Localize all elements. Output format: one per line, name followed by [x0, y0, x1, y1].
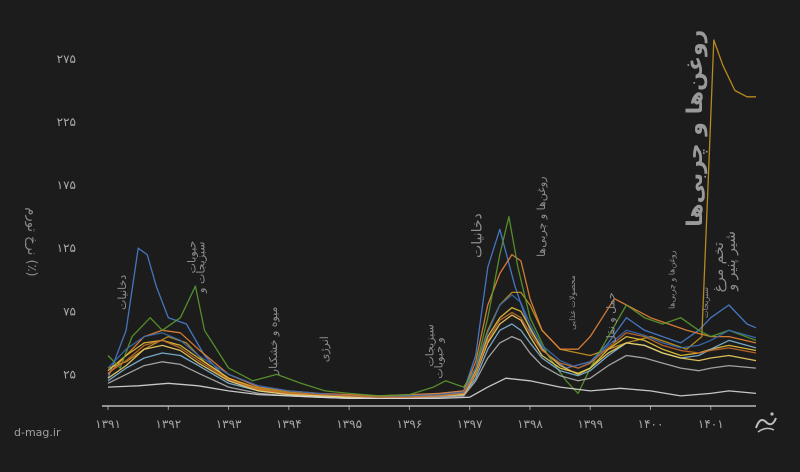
y-axis-ticks: ۲۵ ۷۵ ۱۲۵ ۱۷۵ ۲۲۵ ۲۷۵ — [57, 52, 76, 382]
series-lines — [107, 39, 757, 400]
annotation-label: و حبوبات — [433, 337, 446, 378]
series-line-10 — [107, 294, 757, 398]
x-tick-label: ۱۳۹۲ — [155, 417, 181, 431]
annotation-label: محصولات غذایی — [568, 275, 577, 330]
annotation-label: انرژی — [318, 336, 331, 362]
annotation-label: روغن‌ها و چربی‌ها — [535, 176, 548, 256]
x-tick-label: ۱۳۹۱ — [95, 417, 121, 431]
series-line-9 — [107, 377, 757, 400]
annotation-label: سبزیجات — [701, 287, 710, 318]
annotation-label: سبزیجات و — [195, 242, 208, 294]
y-tick-label: ۱۷۵ — [57, 178, 76, 192]
x-axis-ticks: ۱۳۹۱ ۱۳۹۲ ۱۳۹۳ ۱۳۹۴ ۱۳۹۵ ۱۳۹۶ ۱۳۹۷ ۱۳۹۸ ۱۳۹۹ ۱۴۰۰… — [95, 406, 724, 431]
annotation-label: تخم مرغ — [711, 242, 727, 292]
annotation-label: دخانیات — [116, 275, 129, 310]
x-tick-label: ۱۳۹۳ — [216, 417, 242, 431]
x-tick-label: ۱۳۹۴ — [276, 417, 302, 431]
annotation-label: سبزیجات — [424, 324, 437, 366]
y-tick-label: ۲۲۵ — [57, 115, 76, 129]
y-tick-label: ۷۵ — [63, 304, 76, 318]
x-tick-label: ۱۴۰۰ — [638, 417, 664, 431]
y-tick-label: ۲۵ — [63, 367, 76, 381]
x-tick-label: ۱۳۹۵ — [336, 417, 362, 431]
annotation-label: شیر پنیر و — [723, 231, 739, 291]
y-axis-label: نرخ تورم (٪) — [24, 207, 39, 276]
y-tick-label: ۲۷۵ — [57, 52, 76, 66]
x-tick-label: ۱۳۹۶ — [397, 417, 423, 431]
annotation-label: دخانیات — [470, 213, 486, 258]
series-line-3 — [107, 253, 757, 397]
y-tick-label: ۱۲۵ — [57, 241, 76, 255]
series-line-1 — [107, 228, 757, 398]
series-line-4 — [107, 306, 757, 398]
annotation-label: حمل و نقل — [604, 292, 617, 343]
x-tick-label: ۱۳۹۸ — [517, 417, 543, 431]
x-tick-label: ۱۳۹۷ — [457, 417, 483, 431]
series-line-7 — [107, 314, 757, 400]
series-line-5 — [107, 216, 757, 397]
annotation-label: روغن‌ها و چربی‌ها — [668, 250, 677, 309]
annotation-label: میوه و خشکبار — [267, 306, 280, 375]
site-credit: d-mag.ir — [14, 426, 61, 439]
x-tick-label: ۱۳۹۹ — [577, 417, 603, 431]
annotation-label: روغن‌ها و چربی‌ها — [683, 30, 708, 227]
series-line-11 — [107, 311, 757, 398]
series-line-8 — [107, 335, 757, 400]
annotation-label: حبوبات — [185, 241, 198, 274]
x-tick-label: ۱۴۰۱ — [698, 417, 724, 431]
logo-icon — [755, 412, 777, 433]
